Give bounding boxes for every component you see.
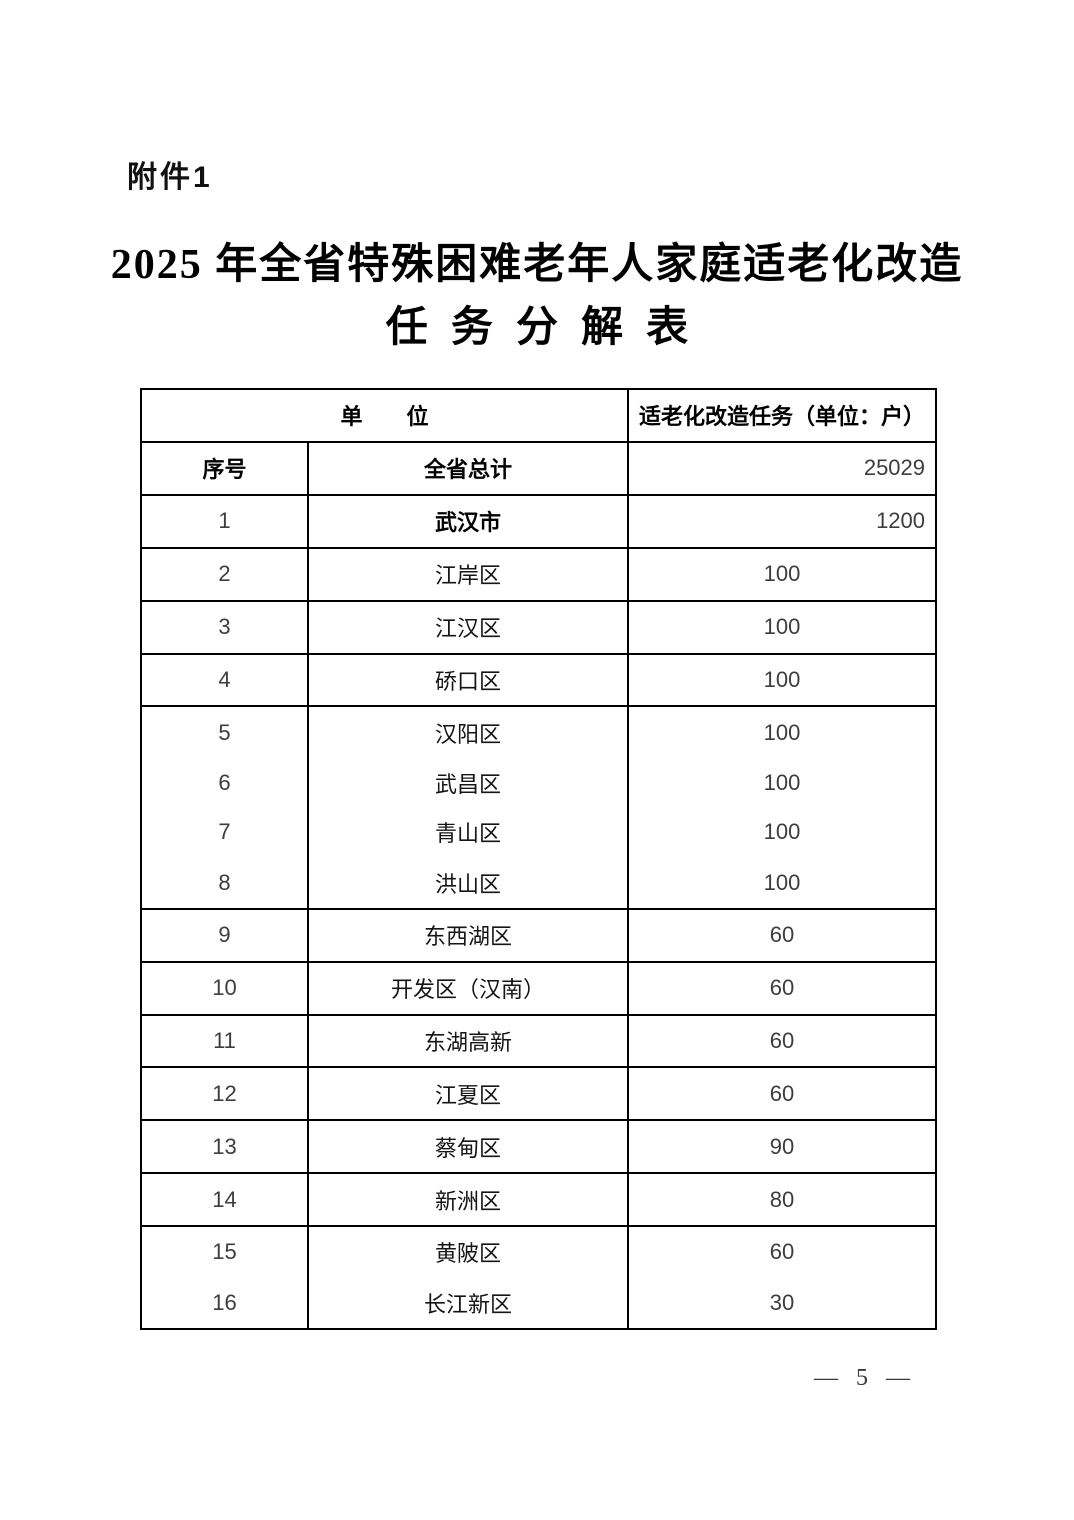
cell-serial: 15 bbox=[140, 1225, 309, 1278]
cell-value: 1200 bbox=[627, 493, 938, 549]
cell-unit: 硚口区 bbox=[306, 652, 630, 708]
header-task-cell: 适老化改造任务（单位：户） bbox=[627, 388, 938, 443]
attachment-label: 附件1 bbox=[127, 161, 213, 194]
cell-serial: 1 bbox=[140, 493, 309, 549]
table-row: 5 汉阳区 100 bbox=[140, 705, 938, 758]
cell-serial: 11 bbox=[140, 1013, 309, 1069]
cell-value: 80 bbox=[627, 1172, 938, 1228]
table-row: 9 东西湖区 60 bbox=[140, 907, 938, 963]
cell-unit: 江汉区 bbox=[306, 599, 630, 655]
cell-unit: 开发区（汉南） bbox=[306, 960, 630, 1016]
cell-serial: 8 bbox=[140, 857, 309, 910]
cell-serial: 13 bbox=[140, 1119, 309, 1175]
cell-unit: 江夏区 bbox=[306, 1066, 630, 1122]
cell-serial: 3 bbox=[140, 599, 309, 655]
table-row: 1 武汉市 1200 bbox=[140, 493, 938, 549]
cell-unit: 江岸区 bbox=[306, 546, 630, 602]
cell-value: 100 bbox=[627, 757, 938, 808]
cell-serial: 2 bbox=[140, 546, 309, 602]
table-row: 12 江夏区 60 bbox=[140, 1066, 938, 1122]
document-title: 2025 年全省特殊困难老年人家庭适老化改造 任务分解表 bbox=[0, 236, 1074, 357]
table-row: 3 江汉区 100 bbox=[140, 599, 938, 655]
table-row: 14 新洲区 80 bbox=[140, 1172, 938, 1228]
header-unit-cell: 单 位 bbox=[139, 388, 630, 443]
cell-value: 100 bbox=[627, 857, 938, 910]
cell-value: 60 bbox=[627, 1013, 938, 1069]
cell-value: 30 bbox=[627, 1277, 938, 1330]
page-number: — 5 — bbox=[814, 1365, 916, 1391]
cell-unit: 青山区 bbox=[306, 807, 630, 858]
cell-unit: 黄陂区 bbox=[306, 1225, 630, 1278]
title-line-1: 2025 年全省特殊困难老年人家庭适老化改造 bbox=[110, 242, 964, 288]
cell-serial: 10 bbox=[140, 960, 309, 1016]
cell-value: 60 bbox=[627, 960, 938, 1016]
cell-value: 60 bbox=[627, 907, 938, 963]
cell-unit: 东湖高新 bbox=[306, 1013, 630, 1069]
table-row: 7 青山区 100 bbox=[140, 807, 938, 858]
cell-value: 100 bbox=[627, 599, 938, 655]
table-row: 10 开发区（汉南） 60 bbox=[140, 960, 938, 1016]
cell-value: 100 bbox=[627, 807, 938, 858]
cell-unit: 武昌区 bbox=[306, 757, 630, 808]
cell-unit: 洪山区 bbox=[306, 857, 630, 910]
table-row: 6 武昌区 100 bbox=[140, 757, 938, 808]
cell-serial: 5 bbox=[140, 705, 309, 758]
cell-value: 60 bbox=[627, 1066, 938, 1122]
table-row: 2 江岸区 100 bbox=[140, 546, 938, 602]
total-value-cell: 25029 bbox=[627, 440, 938, 496]
cell-serial: 9 bbox=[140, 907, 309, 963]
table-row: 15 黄陂区 60 bbox=[140, 1225, 938, 1278]
cell-value: 100 bbox=[627, 705, 938, 758]
task-allocation-table: 单 位 适老化改造任务（单位：户） 序号 全省总计 25029 1 武汉市 12… bbox=[139, 388, 938, 1330]
cell-unit: 武汉市 bbox=[306, 493, 630, 549]
cell-serial: 12 bbox=[140, 1066, 309, 1122]
cell-value: 90 bbox=[627, 1119, 938, 1175]
title-line-2: 任务分解表 bbox=[385, 305, 712, 351]
table-row: 8 洪山区 100 bbox=[140, 857, 938, 910]
cell-unit: 长江新区 bbox=[306, 1277, 630, 1330]
table-row: 16 长江新区 30 bbox=[140, 1277, 938, 1330]
cell-value: 60 bbox=[627, 1225, 938, 1278]
cell-serial: 7 bbox=[140, 807, 309, 858]
cell-value: 100 bbox=[627, 652, 938, 708]
table-row: 13 蔡甸区 90 bbox=[140, 1119, 938, 1175]
table-header-row-2: 序号 全省总计 25029 bbox=[140, 440, 938, 496]
cell-serial: 14 bbox=[140, 1172, 309, 1228]
cell-unit: 新洲区 bbox=[306, 1172, 630, 1228]
header-serial-cell: 序号 bbox=[140, 440, 309, 496]
cell-serial: 16 bbox=[140, 1277, 309, 1330]
cell-serial: 4 bbox=[140, 652, 309, 708]
table-row: 4 硚口区 100 bbox=[140, 652, 938, 708]
cell-serial: 6 bbox=[140, 757, 309, 808]
cell-unit: 蔡甸区 bbox=[306, 1119, 630, 1175]
header-total-cell: 全省总计 bbox=[306, 440, 630, 496]
cell-value: 100 bbox=[627, 546, 938, 602]
cell-unit: 东西湖区 bbox=[306, 907, 630, 963]
cell-unit: 汉阳区 bbox=[306, 705, 630, 758]
table-row: 11 东湖高新 60 bbox=[140, 1013, 938, 1069]
table-header-row-1: 单 位 适老化改造任务（单位：户） bbox=[139, 388, 938, 443]
